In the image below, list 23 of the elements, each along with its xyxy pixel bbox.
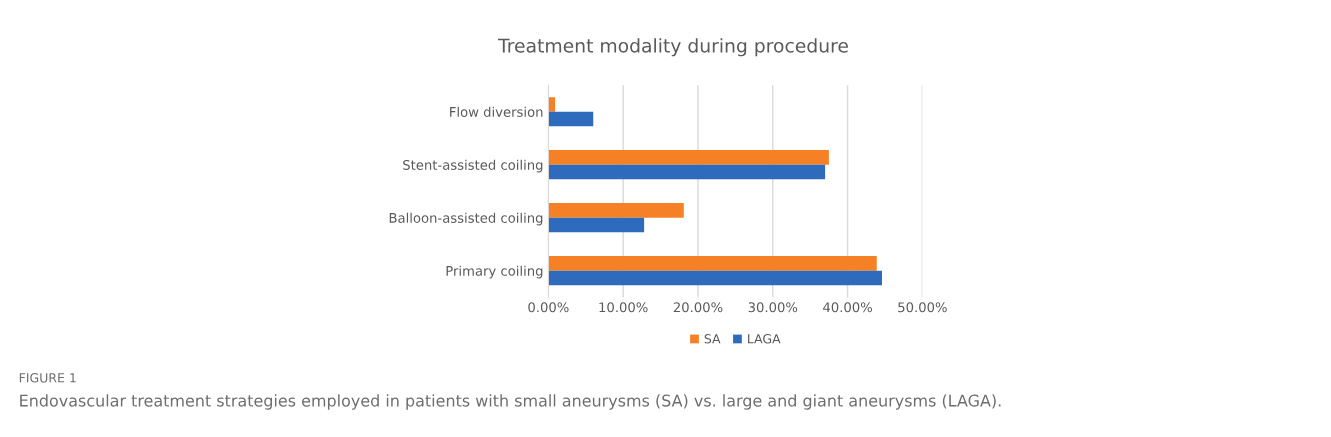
legend-label: LAGA [748, 334, 781, 344]
x-tick-label: 0.00% [528, 302, 569, 313]
text: Endovascular treatment strategies employed in patients with small aneurysms (SA) vs. large and giant aneurysms (LAGA). [20, 394, 1001, 410]
x-tick-label: 30.00% [748, 302, 798, 313]
y-tick-label: Balloon-assisted coiling [389, 212, 543, 226]
bar [548, 111, 594, 127]
bar [548, 203, 684, 218]
bar [548, 217, 645, 233]
bar [548, 164, 826, 180]
y-tick-label: Stent-assisted coiling [403, 159, 543, 173]
y-tick-label: Primary coiling [446, 265, 543, 279]
bar [548, 270, 882, 286]
chart-title: Treatment modality during procedure [498, 38, 848, 57]
x-tick-label: 40.00% [823, 302, 873, 313]
x-tick-label: 10.00% [599, 302, 648, 313]
x-tick-label: 20.00% [673, 302, 723, 313]
bar [548, 97, 556, 112]
bar [548, 150, 829, 165]
y-tick-label: Flow diversion [450, 106, 543, 117]
bar [548, 256, 877, 271]
legend-label: SA [704, 334, 721, 344]
x-tick-label: 50.00% [898, 302, 947, 313]
caption: FIGURE 1 [19, 373, 76, 383]
